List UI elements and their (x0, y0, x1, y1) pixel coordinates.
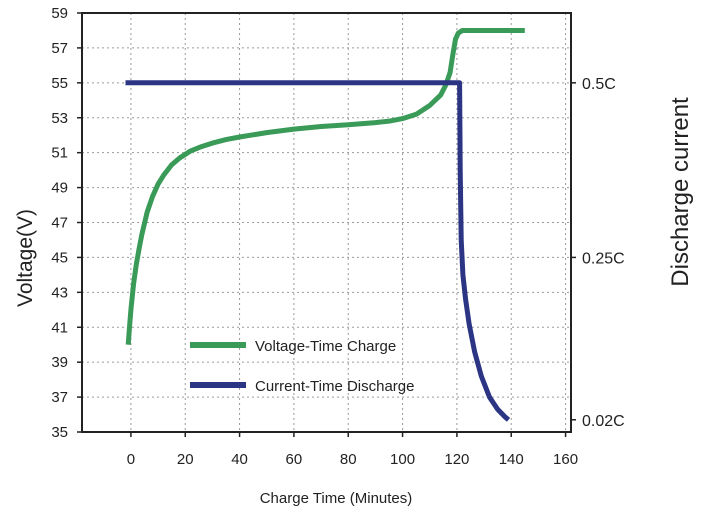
y-tick-label-6: 47 (51, 215, 68, 232)
x-tick-label-5: 100 (390, 451, 415, 468)
legend-label-current: Current-Time Discharge (255, 378, 415, 395)
x-tick-label-3: 60 (286, 451, 303, 468)
x-tick-label-2: 40 (231, 451, 248, 468)
y2-axis-ticks: 0.5C 0.25C 0.02C (571, 76, 625, 430)
y-tick-label-10: 55 (51, 75, 68, 92)
x-axis-label: Charge Time (Minutes) (260, 490, 413, 507)
legend-label-voltage: Voltage-Time Charge (255, 338, 396, 355)
series-lines (125, 28, 525, 422)
y-tick-label-9: 53 (51, 110, 68, 127)
y-axis-label: Voltage(V) (14, 209, 37, 307)
series-line-1 (125, 80, 511, 422)
y-tick-label-7: 49 (51, 180, 68, 197)
x-tick-label-8: 160 (553, 451, 578, 468)
x-axis-ticks: 0 20 40 60 80 100 120 140 160 (127, 432, 578, 468)
y-tick-label-4: 43 (51, 284, 68, 301)
series-line-0 (125, 28, 525, 345)
x-tick-label-1: 20 (177, 451, 194, 468)
x-tick-label-0: 0 (127, 451, 135, 468)
y2-axis-label: Discharge current (667, 97, 694, 287)
y-tick-label-12: 59 (51, 5, 68, 22)
legend: Voltage-Time Charge Current-Time Dischar… (190, 338, 415, 395)
grid-lines (82, 12, 571, 433)
y-tick-label-0: 35 (51, 424, 68, 441)
x-tick-label-7: 140 (499, 451, 524, 468)
y-tick-label-8: 51 (51, 145, 68, 162)
y-tick-label-11: 57 (51, 40, 68, 57)
y2-tick-label-0: 0.5C (582, 76, 616, 93)
y-tick-label-1: 37 (51, 389, 68, 406)
y-tick-label-3: 41 (51, 319, 68, 336)
y-axis-ticks: 35 37 39 41 43 45 47 49 51 53 55 57 59 (51, 5, 82, 441)
y2-tick-label-2: 0.02C (582, 413, 625, 430)
x-tick-label-4: 80 (340, 451, 357, 468)
y-tick-label-2: 39 (51, 354, 68, 371)
y2-tick-label-1: 0.25C (582, 250, 625, 267)
x-tick-label-6: 120 (444, 451, 469, 468)
y-tick-label-5: 45 (51, 249, 68, 266)
